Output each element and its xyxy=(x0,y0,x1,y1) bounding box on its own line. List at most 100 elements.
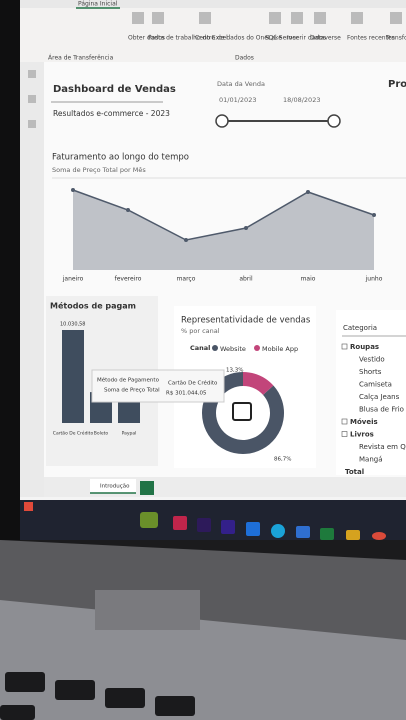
x-tick-label: abril xyxy=(239,276,253,283)
taskbar xyxy=(20,500,406,540)
donut-subtitle: % por canal xyxy=(181,327,220,335)
app-icon[interactable] xyxy=(246,522,260,536)
legend-title: Canal xyxy=(190,344,210,352)
app-icon[interactable] xyxy=(173,516,187,530)
ribbon-tabs xyxy=(20,0,406,8)
line-title: Faturamento ao longo do tempo xyxy=(52,153,189,163)
tree-group[interactable]: Roupas xyxy=(350,343,379,351)
point xyxy=(71,188,75,192)
add-page[interactable] xyxy=(140,481,154,495)
tree-panel xyxy=(336,310,406,475)
tree-group[interactable]: Livros xyxy=(350,431,374,439)
ribbon-icon[interactable] xyxy=(291,12,303,24)
app-icon[interactable] xyxy=(372,532,386,540)
app-icon[interactable] xyxy=(346,530,360,540)
slicer-title: Data da Venda xyxy=(217,80,265,88)
key xyxy=(55,680,95,700)
tree-item[interactable]: Shorts xyxy=(359,368,382,376)
expand-icon[interactable] xyxy=(341,343,348,350)
point xyxy=(372,213,376,217)
ribbon-label[interactable]: Fontes recentes xyxy=(347,35,395,42)
tree-item[interactable]: Camiseta xyxy=(359,381,392,389)
bar-title: Métodos de pagam xyxy=(50,301,136,311)
tooltip-value: R$ 301.044,05 xyxy=(166,391,207,397)
tree-item[interactable]: Revista em Qua xyxy=(359,443,406,451)
point xyxy=(184,238,188,242)
tree-item[interactable]: Blusa de Frio xyxy=(359,406,404,414)
tree-group[interactable]: Móveis xyxy=(350,418,378,426)
ribbon xyxy=(20,0,406,62)
x-tick-label: Paypal xyxy=(122,431,137,437)
ribbon-icon[interactable] xyxy=(351,12,363,24)
tree-item[interactable]: Calça Jeans xyxy=(359,393,400,401)
nav-icon[interactable] xyxy=(28,95,36,103)
ribbon-label[interactable]: Obter dados xyxy=(128,35,165,42)
app-icon[interactable] xyxy=(296,526,310,538)
x-tick-label: Cartão De Crédito xyxy=(53,430,94,437)
ribbon-label[interactable]: Inserir dados xyxy=(287,35,326,42)
tree-header: Categoria xyxy=(343,324,377,332)
app-icon[interactable] xyxy=(197,518,211,532)
app-icon[interactable] xyxy=(140,512,158,528)
panel-title: Pro xyxy=(388,79,406,90)
slider-handle[interactable] xyxy=(327,114,341,128)
ribbon-label[interactable]: Transformar dados xyxy=(385,35,406,42)
left-nav xyxy=(20,62,44,497)
page-tab-label[interactable]: Introdução xyxy=(100,484,130,490)
ribbon-icon[interactable] xyxy=(314,12,326,24)
ribbon-label[interactable]: Dataverse xyxy=(310,35,341,42)
x-tick-label: junho xyxy=(365,276,383,283)
tooltip xyxy=(91,369,225,403)
bag-icon xyxy=(232,402,252,421)
expand-icon[interactable] xyxy=(341,431,348,437)
legend-swatch xyxy=(212,345,218,351)
x-tick-label: janeiro xyxy=(62,276,84,283)
key xyxy=(5,672,45,692)
bar[interactable] xyxy=(62,330,84,423)
ribbon-label[interactable]: Pasta de trabalho do Excel xyxy=(148,35,228,42)
point xyxy=(306,190,310,194)
line-subtitle: Soma de Preço Total por Mês xyxy=(52,166,146,174)
ribbon-icon[interactable] xyxy=(390,12,402,24)
tree-item[interactable]: Vestido xyxy=(359,356,385,364)
point xyxy=(126,208,130,212)
x-tick-label: maio xyxy=(301,276,316,283)
legend-label: Website xyxy=(220,345,246,353)
data-label: 13,3% xyxy=(226,368,243,374)
legend-label: Mobile App xyxy=(262,345,298,353)
tooltip-value: Cartão De Crédito xyxy=(168,380,218,387)
ribbon-icon[interactable] xyxy=(199,12,211,24)
slicer-start[interactable]: 01/01/2023 xyxy=(219,96,256,104)
slider-handle[interactable] xyxy=(215,114,229,128)
legend-swatch xyxy=(254,345,260,351)
ribbon-icon[interactable] xyxy=(132,12,144,24)
tooltip-label: Método de Pagamento xyxy=(97,377,160,384)
group-label: Dados xyxy=(235,55,254,62)
expand-icon[interactable] xyxy=(341,418,348,425)
ribbon-icon[interactable] xyxy=(269,12,281,24)
nav-icon[interactable] xyxy=(28,120,36,128)
tree-item[interactable]: Mangá xyxy=(359,456,383,464)
tree-total: Total xyxy=(345,468,364,476)
donut-slice[interactable] xyxy=(242,372,274,396)
ribbon-label[interactable]: Centro de dados do OneLake xyxy=(195,35,282,42)
page-tab[interactable] xyxy=(90,479,136,493)
key xyxy=(105,688,145,708)
data-label: 86,7% xyxy=(274,457,291,463)
ribbon-label[interactable]: SQL Server xyxy=(265,35,299,42)
nav-icon[interactable] xyxy=(28,70,36,78)
app-icon[interactable] xyxy=(271,524,285,538)
tree: Roupas Vestido Shorts Camiseta Calça Jeans Bl… xyxy=(341,343,406,476)
tab[interactable]: Página Inicial xyxy=(78,1,118,8)
start-icon[interactable] xyxy=(24,502,33,511)
point xyxy=(244,226,248,230)
group-label: Área de Transferência xyxy=(48,55,114,62)
app-icon[interactable] xyxy=(221,520,235,534)
donut-title: Representatividade de vendas xyxy=(181,316,311,326)
slicer-end[interactable]: 18/08/2023 xyxy=(283,96,320,104)
ribbon-icon[interactable] xyxy=(152,12,164,24)
dashboard-title: Dashboard de Vendas xyxy=(53,84,176,95)
app-icon[interactable] xyxy=(320,528,334,540)
